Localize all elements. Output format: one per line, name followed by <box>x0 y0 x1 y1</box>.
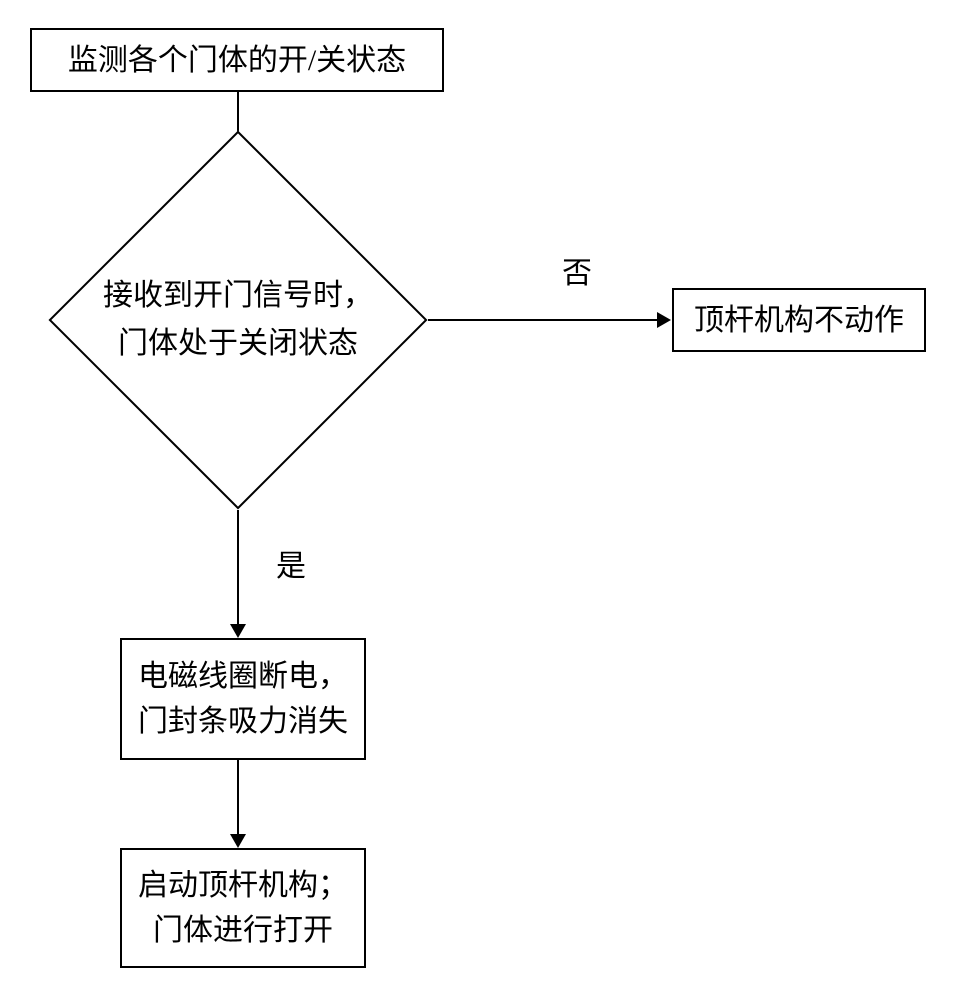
edge-coil-actuate <box>237 760 239 836</box>
node-text: 顶杆机构不动作 <box>694 298 904 343</box>
node-monitor-state: 监测各个门体的开/关状态 <box>30 28 444 92</box>
node-no-action: 顶杆机构不动作 <box>672 288 926 352</box>
arrow-head-icon <box>657 312 671 328</box>
node-text: 监测各个门体的开/关状态 <box>68 38 406 83</box>
edge-label-yes: 是 <box>276 541 306 585</box>
coil-line2: 门封条吸力消失 <box>138 699 348 744</box>
coil-line1: 电磁线圈断电， <box>138 654 348 699</box>
edge-decision-no <box>428 319 659 321</box>
node-coil-off: 电磁线圈断电， 门封条吸力消失 <box>120 638 366 760</box>
arrow-head-icon <box>230 624 246 638</box>
node-actuate: 启动顶杆机构； 门体进行打开 <box>120 848 366 968</box>
edge-decision-yes <box>237 510 239 626</box>
actuate-line1: 启动顶杆机构； <box>138 863 348 908</box>
actuate-line2: 门体进行打开 <box>138 908 348 953</box>
node-decision: 接收到开门信号时， 门体处于关闭状态 <box>48 130 428 510</box>
diamond-text: 接收到开门信号时， 门体处于关闭状态 <box>48 130 428 510</box>
arrow-head-icon <box>230 834 246 848</box>
decision-line2: 门体处于关闭状态 <box>103 320 373 368</box>
decision-line1: 接收到开门信号时， <box>103 272 373 320</box>
edge-label-no: 否 <box>562 248 592 292</box>
flowchart-container: 监测各个门体的开/关状态 接收到开门信号时， 门体处于关闭状态 否 顶杆机构不动… <box>0 0 977 1000</box>
